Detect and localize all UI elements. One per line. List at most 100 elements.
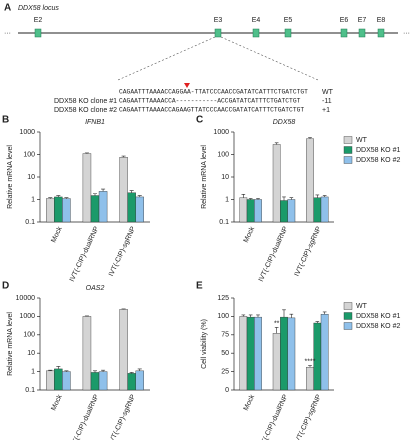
exon [34, 28, 42, 38]
error-bar [289, 197, 294, 200]
x-tick-label: Mock [50, 225, 64, 244]
y-axis-label: Relative mRNA level [201, 145, 208, 209]
y-tick-label: 10000 [16, 295, 36, 302]
bar [320, 313, 329, 391]
panel-letter: B [2, 115, 9, 126]
bar [287, 199, 296, 223]
bar [127, 373, 136, 391]
bar [119, 309, 128, 391]
error-bar [137, 195, 142, 197]
bar [54, 368, 63, 391]
panel-letter: E [196, 281, 203, 292]
y-tick-label: 125 [217, 295, 229, 302]
sequence-note: +1 [322, 107, 330, 114]
y-tick-label: 1 [31, 196, 35, 203]
error-bar [56, 195, 61, 197]
x-tick-label: IVT(-CIP)-dualRNP [258, 225, 290, 283]
error-bar [121, 155, 126, 158]
error-bar [64, 197, 69, 199]
bar [82, 153, 92, 223]
legend-label: DDX58 KO #2 [356, 323, 400, 330]
bar [90, 195, 100, 223]
bar [46, 198, 55, 223]
exon [284, 28, 292, 38]
bar [98, 191, 108, 223]
bar [239, 197, 248, 223]
error-bar [256, 314, 260, 318]
error-bar [48, 369, 53, 371]
y-axis-label: Cell viability (%) [201, 319, 208, 369]
bar [90, 372, 100, 391]
error-bar [315, 321, 320, 324]
y-tick-label: 0.1 [25, 387, 35, 394]
exon [358, 28, 366, 38]
ellipsis: ··· [403, 30, 410, 37]
y-tick-label: 10 [27, 174, 35, 181]
exon [377, 28, 385, 38]
bar [82, 316, 92, 391]
error-bar [101, 369, 106, 372]
chart-title: OAS2 [86, 285, 105, 292]
x-tick-label: Mock [50, 393, 64, 412]
bar [127, 192, 136, 223]
error-bar [92, 370, 98, 373]
x-tick-label: Mock [243, 225, 257, 244]
bar [135, 196, 144, 223]
exon [340, 28, 348, 38]
y-tick-label: 10 [221, 174, 229, 181]
error-bar [256, 198, 260, 200]
bar [98, 371, 108, 391]
y-tick-label: 1000 [19, 313, 35, 320]
bar [306, 366, 314, 391]
y-tick-label: 75 [221, 332, 229, 339]
legend-swatch [343, 156, 353, 164]
bar [254, 199, 262, 223]
clone-label: DDX58 KO clone #2 [54, 107, 117, 114]
sequence-note: WT [322, 89, 334, 96]
bar [46, 370, 55, 391]
y-axis-label: Relative mRNA level [7, 312, 14, 376]
exon [252, 28, 260, 38]
significance: ** [274, 320, 280, 327]
exon-label: E5 [284, 17, 293, 24]
legend-swatch [343, 302, 353, 310]
error-bar [315, 194, 320, 198]
error-bar [248, 198, 253, 200]
x-tick-label: IVT(-CIP)-sgRNP [294, 225, 323, 277]
panel-letter: C [196, 115, 203, 126]
y-tick-label: 1 [31, 368, 35, 375]
bar [62, 371, 71, 391]
x-tick-label: IVT(-CIP)-dualRNP [258, 393, 290, 440]
y-axis-label: Relative mRNA level [7, 145, 14, 209]
error-bar [129, 372, 134, 374]
bar [272, 333, 281, 391]
error-bar [92, 193, 98, 196]
y-tick-label: 100 [217, 313, 229, 320]
error-bar [84, 152, 89, 154]
bar [272, 144, 281, 223]
legend-swatch [343, 146, 353, 154]
chart-title: DDX58 [273, 119, 296, 126]
error-bar [241, 314, 246, 317]
exon [214, 28, 222, 38]
exon-label: E3 [214, 17, 223, 24]
panel-letter: A [4, 3, 11, 14]
error-bar [322, 311, 327, 315]
sequence: CAGAATTTAAAACCA-----------ACCGATATCATTTC… [119, 98, 301, 105]
exon-label: E7 [358, 17, 367, 24]
y-tick-label: 10 [27, 350, 35, 357]
y-tick-label: 1 [225, 196, 229, 203]
error-bar [289, 313, 294, 318]
bar [254, 316, 262, 391]
bar [246, 199, 255, 223]
legend-label: DDX58 KO #1 [356, 313, 400, 320]
locus-title: DDX58 locus [18, 5, 59, 12]
chart-title: IFNB1 [85, 119, 105, 126]
bar [280, 316, 288, 391]
legend-label: WT [356, 137, 368, 144]
x-tick-label: IVT(-CIP)-sgRNP [294, 393, 323, 440]
zoom-line [117, 36, 216, 81]
x-tick-label: IVT(-CIP)-sgRNP [108, 393, 137, 440]
error-bar [64, 370, 69, 372]
sequence-note: -11 [322, 98, 332, 105]
